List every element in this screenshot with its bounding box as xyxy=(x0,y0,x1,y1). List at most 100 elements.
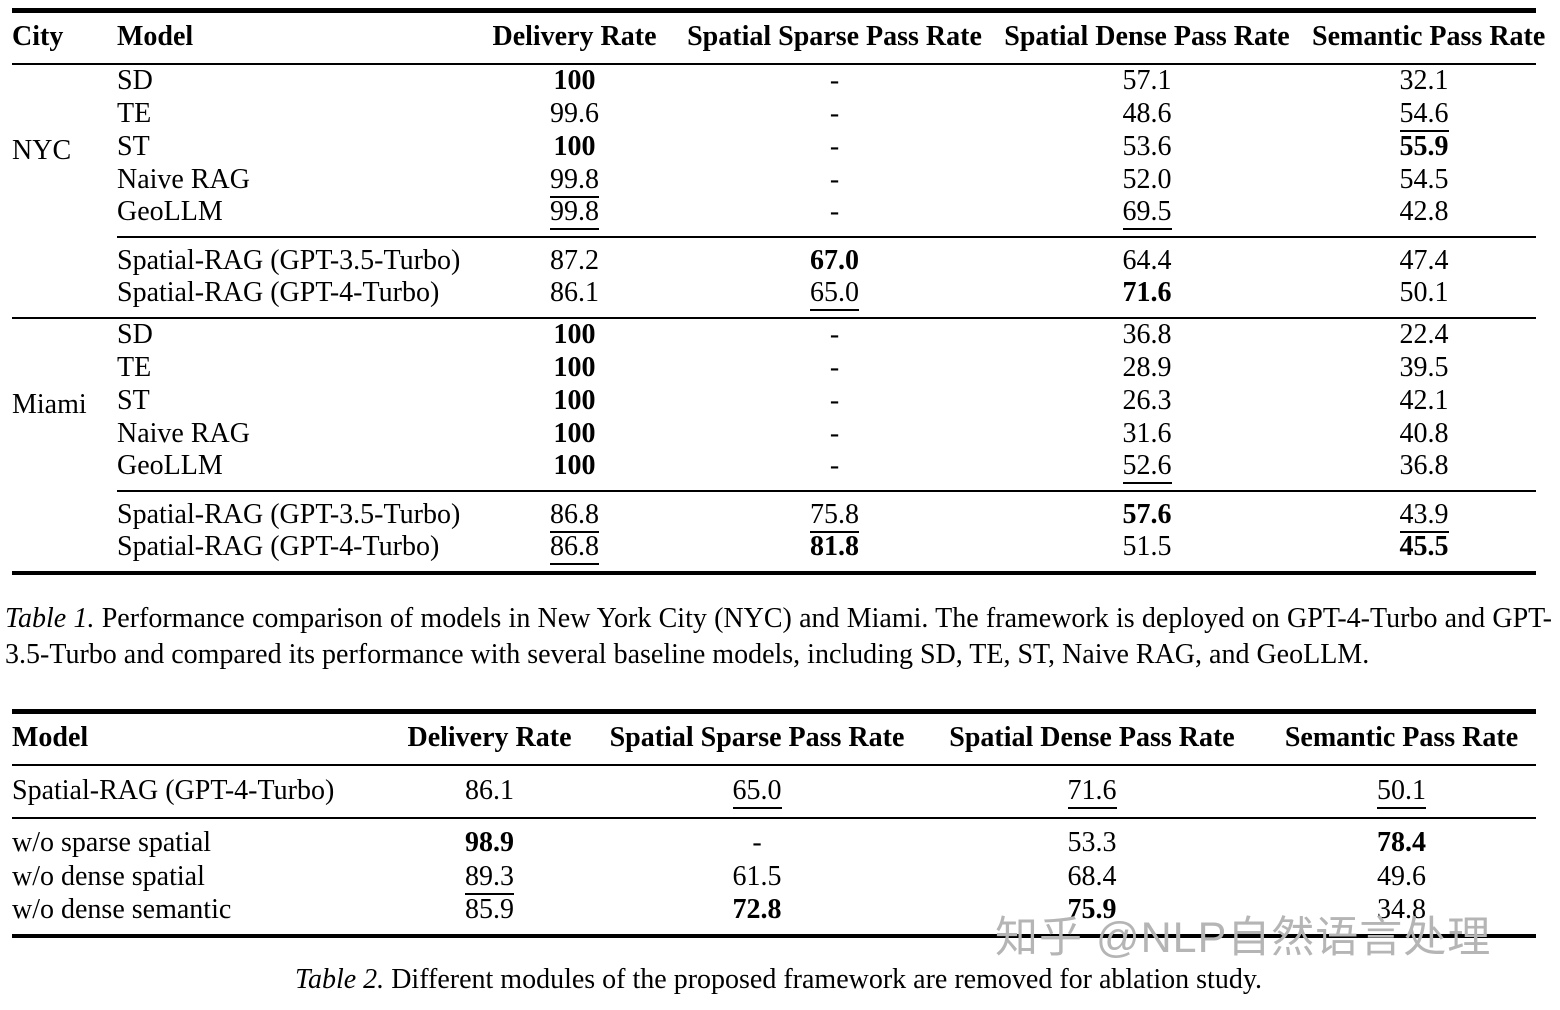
metric-value: 86.1 xyxy=(465,775,514,806)
metric-cell: 53.6 xyxy=(982,130,1312,163)
metric-cell: 28.9 xyxy=(982,351,1312,384)
metric-cell: 52.0 xyxy=(982,163,1312,196)
metric-value: - xyxy=(752,827,762,858)
metric-cell: 86.1 xyxy=(382,765,597,819)
model-cell: w/o sparse spatial xyxy=(12,827,212,858)
table1-caption-label: Table 1. xyxy=(5,603,95,634)
metric-value: 61.5 xyxy=(732,860,782,892)
metric-value: - xyxy=(829,65,840,96)
model-cell: SD xyxy=(117,65,153,96)
model-cell: Spatial-RAG (GPT-4-Turbo) xyxy=(117,531,440,562)
metric-cell: 100 xyxy=(462,64,687,97)
metric-cell: 89.3 xyxy=(382,859,597,895)
metric-value: 68.4 xyxy=(1067,860,1117,892)
metric-cell: 47.4 xyxy=(1312,236,1536,277)
metric-value: 26.3 xyxy=(1122,384,1172,416)
metric-value: 45.5 xyxy=(1399,531,1449,562)
table2-ablation-study: Model Delivery Rate Spatial Sparse Pass … xyxy=(12,709,1536,938)
table1-caption: Table 1. Performance comparison of model… xyxy=(5,601,1552,673)
metric-cell: 71.6 xyxy=(982,277,1312,318)
table2-header-row: Model Delivery Rate Spatial Sparse Pass … xyxy=(12,711,1536,766)
metric-value: 85.9 xyxy=(465,894,514,925)
table2-header-semantic-pass-rate: Semantic Pass Rate xyxy=(1267,711,1536,766)
metric-value: 57.1 xyxy=(1122,65,1172,96)
metric-cell: 72.8 xyxy=(597,894,917,936)
metric-cell: - xyxy=(687,317,982,351)
metric-value: 100 xyxy=(553,130,596,162)
metric-cell: 45.5 xyxy=(1312,531,1536,573)
metric-value: 51.5 xyxy=(1122,531,1172,562)
metric-value: 100 xyxy=(553,319,596,350)
metric-cell: 31.6 xyxy=(982,417,1312,450)
metric-cell: 36.8 xyxy=(1312,450,1536,491)
table1-header-semantic-pass-rate: Semantic Pass Rate xyxy=(1312,10,1545,65)
metric-cell: 55.9 xyxy=(1312,130,1536,163)
table1-header-city: City xyxy=(12,10,117,65)
table2-ablation-row: w/o dense spatial 89.3 61.5 68.4 49.6 xyxy=(12,859,1536,895)
metric-value: - xyxy=(829,97,840,129)
metric-cell: 64.4 xyxy=(982,236,1312,277)
metric-value: - xyxy=(829,384,840,416)
table2-header-delivery-rate: Delivery Rate xyxy=(382,711,597,766)
table1-baseline-row: GeoLLM 99.8 - 69.5 42.8 xyxy=(12,196,1536,237)
metric-value: 100 xyxy=(553,450,596,481)
metric-cell: 54.5 xyxy=(1312,163,1536,196)
model-cell: Naive RAG xyxy=(117,417,250,449)
metric-value: 86.8 xyxy=(550,531,599,565)
metric-cell: 67.0 xyxy=(687,236,982,277)
metric-value: - xyxy=(829,450,840,481)
metric-value: 67.0 xyxy=(810,245,859,276)
metric-value: 71.6 xyxy=(1122,277,1172,308)
metric-cell: 61.5 xyxy=(597,859,917,894)
metric-cell: - xyxy=(687,450,982,491)
table2-main-row: Spatial-RAG (GPT-4-Turbo) 86.1 65.0 71.6 50.… xyxy=(12,765,1536,819)
table2-header-model: Model xyxy=(12,711,382,766)
model-cell: Naive RAG xyxy=(117,163,250,195)
metric-cell: 42.8 xyxy=(1312,196,1536,237)
table1-baseline-row: NYC SD 100 - 57.1 32.1 xyxy=(12,64,1536,166)
metric-cell: - xyxy=(687,97,982,130)
table1-header-model: Model xyxy=(117,10,462,65)
metric-cell: 22.4 xyxy=(1312,317,1536,351)
metric-value: 69.5 xyxy=(1122,196,1172,230)
city-cell: Miami xyxy=(12,317,117,491)
table1-header-spatial-sparse-pass-rate: Spatial Sparse Pass Rate xyxy=(687,10,982,65)
metric-cell: 86.1 xyxy=(462,277,687,318)
model-cell: SD xyxy=(117,317,462,351)
metric-value: 81.8 xyxy=(810,531,859,562)
metric-value: 64.4 xyxy=(1122,245,1172,276)
metric-cell: - xyxy=(687,351,982,384)
metric-cell: - xyxy=(687,384,982,417)
metric-cell: 50.1 xyxy=(1312,277,1536,318)
table2-caption-text: Different modules of the proposed framew… xyxy=(391,964,1263,995)
metric-cell: 50.1 xyxy=(1267,765,1536,819)
city-cell-empty xyxy=(12,491,117,531)
metric-cell: 100 xyxy=(462,384,687,417)
metric-cell: 68.4 xyxy=(917,859,1267,894)
model-cell: ST xyxy=(117,130,150,162)
table1-header-row: City Model Delivery Rate Spatial Sparse … xyxy=(12,10,1545,65)
table1-spatial-rag-row: Spatial-RAG (GPT-3.5-Turbo) 86.8 75.8 57.6 4… xyxy=(12,490,1536,533)
metric-value: 57.6 xyxy=(1122,499,1172,530)
metric-cell: 32.1 xyxy=(1312,64,1536,97)
metric-cell: 65.0 xyxy=(687,277,982,318)
table2-ablation-row: w/o sparse spatial 98.9 - 53.3 78.4 xyxy=(12,818,1536,859)
metric-cell: 99.8 xyxy=(462,163,687,198)
metric-value: 50.1 xyxy=(1399,277,1449,308)
metric-value: 86.1 xyxy=(550,277,599,308)
metric-value: 54.6 xyxy=(1399,97,1449,132)
model-cell: GeoLLM xyxy=(117,450,223,481)
city-cell-empty xyxy=(12,237,117,277)
metric-value: 54.5 xyxy=(1399,163,1449,195)
metric-cell: 86.8 xyxy=(462,531,687,573)
metric-cell: 57.1 xyxy=(982,64,1312,97)
metric-value: 28.9 xyxy=(1122,351,1172,383)
metric-value: 99.8 xyxy=(550,196,599,230)
metric-value: 34.8 xyxy=(1377,894,1426,925)
metric-cell: - xyxy=(687,130,982,163)
metric-value: 72.8 xyxy=(732,894,782,925)
metric-cell: 26.3 xyxy=(982,384,1312,417)
metric-cell: 75.8 xyxy=(687,490,982,533)
metric-cell: 49.6 xyxy=(1267,859,1536,894)
metric-cell: 65.0 xyxy=(597,765,917,819)
